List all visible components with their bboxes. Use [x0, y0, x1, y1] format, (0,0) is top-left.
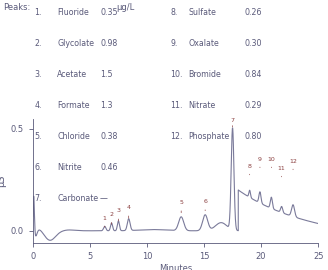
- Text: Glycolate: Glycolate: [57, 39, 94, 48]
- Text: 7: 7: [231, 118, 235, 127]
- X-axis label: Minutes: Minutes: [159, 264, 192, 270]
- Text: 11: 11: [278, 166, 285, 177]
- Text: 6.: 6.: [34, 163, 42, 172]
- Text: Oxalate: Oxalate: [189, 39, 219, 48]
- Text: 0.46: 0.46: [100, 163, 117, 172]
- Text: 0.38: 0.38: [100, 132, 117, 141]
- Text: 10.: 10.: [171, 70, 183, 79]
- Text: 7.: 7.: [34, 194, 42, 203]
- Text: 0.35: 0.35: [100, 8, 117, 17]
- Text: Bromide: Bromide: [189, 70, 221, 79]
- Text: 1.3: 1.3: [100, 101, 113, 110]
- Text: 0.30: 0.30: [244, 39, 262, 48]
- Text: 2: 2: [110, 212, 113, 224]
- Text: 9.: 9.: [171, 39, 178, 48]
- Text: Nitrate: Nitrate: [189, 101, 216, 110]
- Text: 0.98: 0.98: [100, 39, 117, 48]
- Text: Acetate: Acetate: [57, 70, 88, 79]
- Text: 0.26: 0.26: [244, 8, 262, 17]
- Text: 2.: 2.: [34, 39, 42, 48]
- Text: Phosphate: Phosphate: [189, 132, 230, 141]
- Text: 5.: 5.: [34, 132, 42, 141]
- Text: Formate: Formate: [57, 101, 90, 110]
- Text: 3.: 3.: [34, 70, 42, 79]
- Text: 1.: 1.: [34, 8, 42, 17]
- Text: 12: 12: [289, 158, 297, 170]
- Text: 1.5: 1.5: [100, 70, 113, 79]
- Text: μg/L: μg/L: [116, 3, 135, 12]
- Text: Fluoride: Fluoride: [57, 8, 89, 17]
- Text: 9: 9: [258, 157, 262, 168]
- Text: 11.: 11.: [171, 101, 183, 110]
- Text: 12.: 12.: [171, 132, 183, 141]
- Text: 6: 6: [203, 199, 207, 211]
- Text: 1: 1: [103, 216, 107, 227]
- Text: Chloride: Chloride: [57, 132, 90, 141]
- Text: 0.84: 0.84: [244, 70, 262, 79]
- Text: Sulfate: Sulfate: [189, 8, 216, 17]
- Text: 0.80: 0.80: [244, 132, 262, 141]
- Text: 10: 10: [268, 157, 275, 168]
- Text: 4.: 4.: [34, 101, 42, 110]
- Text: 4: 4: [127, 205, 131, 218]
- Text: Carbonate: Carbonate: [57, 194, 98, 203]
- Text: 0.29: 0.29: [244, 101, 262, 110]
- Text: 8: 8: [248, 164, 252, 175]
- Y-axis label: μS: μS: [0, 175, 7, 187]
- Text: Nitrite: Nitrite: [57, 163, 82, 172]
- Text: —: —: [100, 194, 108, 203]
- Text: Peaks:: Peaks:: [3, 3, 31, 12]
- Text: 8.: 8.: [171, 8, 178, 17]
- Text: 5: 5: [179, 200, 183, 213]
- Text: 3: 3: [116, 208, 120, 221]
